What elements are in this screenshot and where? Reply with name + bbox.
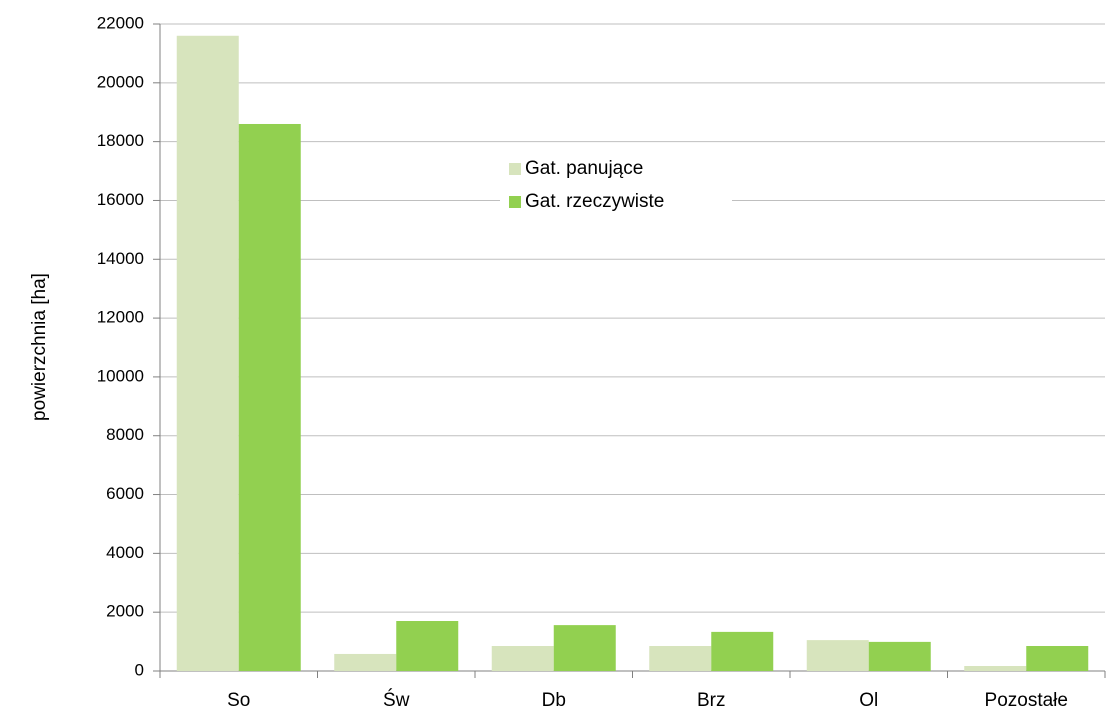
x-tick-label: Brz [697,690,726,711]
y-tick-label: 2000 [106,602,144,621]
bar [491,646,554,671]
y-tick-label: 20000 [97,72,144,91]
y-tick-label: 8000 [106,425,144,444]
y-tick-label: 4000 [106,543,144,562]
legend-label: Gat. panujące [525,158,643,179]
bar [649,646,712,671]
bar [334,653,397,671]
y-tick-label: 10000 [97,366,144,385]
legend-box [500,155,732,219]
bar [553,625,616,671]
bar [396,621,459,671]
bar [238,123,301,671]
y-tick-label: 6000 [106,484,144,503]
y-tick-label: 12000 [97,308,144,327]
legend-swatch [509,163,521,175]
bar [176,35,239,672]
bar [711,631,774,671]
x-tick-label: Db [542,690,566,711]
bar [806,640,869,671]
x-tick-label: So [227,690,250,711]
y-tick-label: 0 [135,660,144,679]
legend-swatch [509,196,521,208]
x-tick-label: Pozostałe [985,690,1068,711]
x-tick-label: Św [383,689,410,711]
bar [868,641,931,671]
y-axis-label: powierzchnia [ha] [29,273,50,421]
y-tick-label: 18000 [97,131,144,150]
y-tick-label: 16000 [97,190,144,209]
y-tick-label: 22000 [97,13,144,32]
y-tick-label: 14000 [97,249,144,268]
x-tick-label: Ol [859,690,878,711]
bar [1026,646,1089,671]
bar [964,666,1027,671]
legend-label: Gat. rzeczywiste [525,191,664,212]
